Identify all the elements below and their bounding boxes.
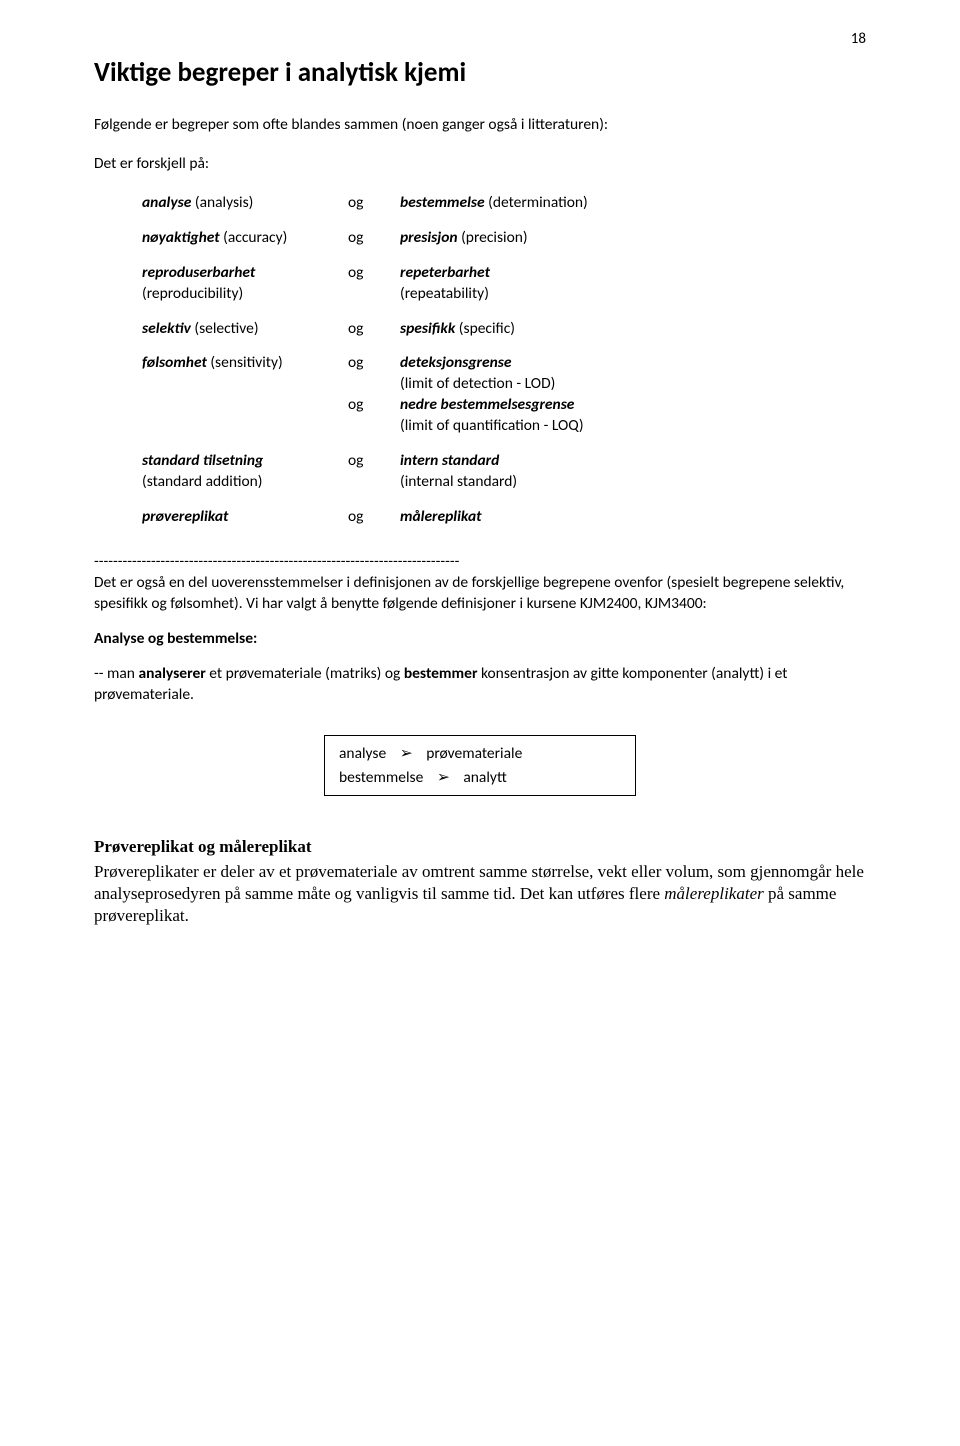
terms-table: analyse (analysis) og bestemmelse (deter… [142, 193, 700, 542]
box-term: bestemmelse [339, 768, 423, 787]
italic-word: målereplikater [664, 884, 763, 903]
og-cell: og [348, 507, 400, 542]
term-left-paren: (analysis) [191, 193, 253, 212]
box-term: prøvemateriale [426, 744, 522, 763]
term-right: presisjon [400, 228, 458, 247]
divider-line: ----------------------------------------… [94, 552, 866, 573]
og-cell: og [348, 319, 400, 354]
boxed-definition: analyse ➢ prøvemateriale bestemmelse ➢ a… [324, 735, 636, 796]
term-right: spesifikk [400, 319, 455, 338]
og-cell: og [348, 353, 363, 372]
table-row: analyse (analysis) og bestemmelse (deter… [142, 193, 700, 228]
document-page: 18 Viktige begreper i analytisk kjemi Fø… [0, 0, 960, 1446]
section-heading: Analyse og bestemmelse: [94, 629, 866, 650]
box-line: analyse ➢ prøvemateriale [339, 742, 621, 765]
box-term: analytt [463, 768, 506, 787]
og-cell: og [348, 193, 400, 228]
term-left-paren: (sensitivity) [207, 353, 283, 372]
final-body: Prøvereplikater er deler av et prøvemate… [94, 861, 866, 927]
intro-line-2: Det er forskjell på: [94, 154, 866, 175]
term-left-paren: (standard addition) [142, 472, 263, 491]
arrow-icon: ➢ [400, 742, 413, 765]
term-left: standard tilsetning [142, 451, 263, 470]
og-cell: og [348, 228, 400, 263]
term-left: selektiv [142, 319, 191, 338]
term-right-paren: (precision) [458, 228, 528, 247]
arrow-icon: ➢ [437, 766, 450, 789]
term-left: prøvereplikat [142, 507, 228, 526]
og-cell: og [348, 395, 363, 414]
box-term: analyse [339, 744, 386, 763]
table-row: prøvereplikat og målereplikat [142, 507, 700, 542]
intro-line-1: Følgende er begreper som ofte blandes sa… [94, 115, 866, 136]
term-right: nedre bestemmelsesgrense [400, 395, 574, 414]
page-title: Viktige begreper i analytisk kjemi [94, 56, 866, 89]
term-left-paren: (selective) [191, 319, 259, 338]
term-right-paren: (internal standard) [400, 472, 517, 491]
term-right-paren: (determination) [485, 193, 588, 212]
term-left: analyse [142, 193, 191, 212]
table-row: følsomhet (sensitivity) og og deteksjons… [142, 353, 700, 451]
bold-word: analyserer [138, 664, 205, 683]
term-right: bestemmelse [400, 193, 485, 212]
section1-body: -- man analyserer et prøvemateriale (mat… [94, 664, 866, 706]
term-right-paren: (repeatability) [400, 284, 489, 303]
table-row: reproduserbarhet (reproducibility) og re… [142, 263, 700, 319]
term-left-paren: (reproducibility) [142, 284, 243, 303]
term-right: målereplikat [400, 507, 482, 526]
term-right: intern standard [400, 451, 499, 470]
term-right-plain: (limit of quantification - LOQ) [400, 416, 584, 435]
term-left: nøyaktighet [142, 228, 220, 247]
table-row: selektiv (selective) og spesifikk (speci… [142, 319, 700, 354]
og-cell: og [348, 451, 400, 507]
final-heading: Prøvereplikat og målereplikat [94, 836, 866, 859]
term-right-plain: (limit of detection - LOD) [400, 374, 555, 393]
term-left-paren: (accuracy) [220, 228, 288, 247]
after-divider-paragraph: Det er også en del uoverensstemmelser i … [94, 573, 866, 615]
page-number: 18 [851, 30, 866, 48]
term-right: repeterbarhet [400, 263, 490, 282]
term-left: reproduserbarhet [142, 263, 255, 282]
bold-word: bestemmer [404, 664, 478, 683]
box-line: bestemmelse ➢ analytt [339, 766, 621, 789]
term-right: deteksjonsgrense [400, 353, 512, 372]
term-right-paren: (specific) [455, 319, 515, 338]
table-row: nøyaktighet (accuracy) og presisjon (pre… [142, 228, 700, 263]
table-row: standard tilsetning (standard addition) … [142, 451, 700, 507]
text: et prøvemateriale (matriks) og [206, 664, 404, 683]
og-cell: og [348, 263, 400, 319]
text: -- man [94, 664, 138, 683]
term-left: følsomhet [142, 353, 207, 372]
